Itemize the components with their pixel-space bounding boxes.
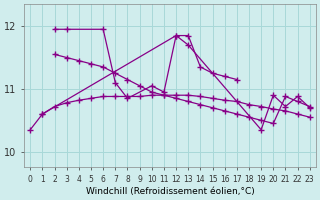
X-axis label: Windchill (Refroidissement éolien,°C): Windchill (Refroidissement éolien,°C) — [86, 187, 254, 196]
